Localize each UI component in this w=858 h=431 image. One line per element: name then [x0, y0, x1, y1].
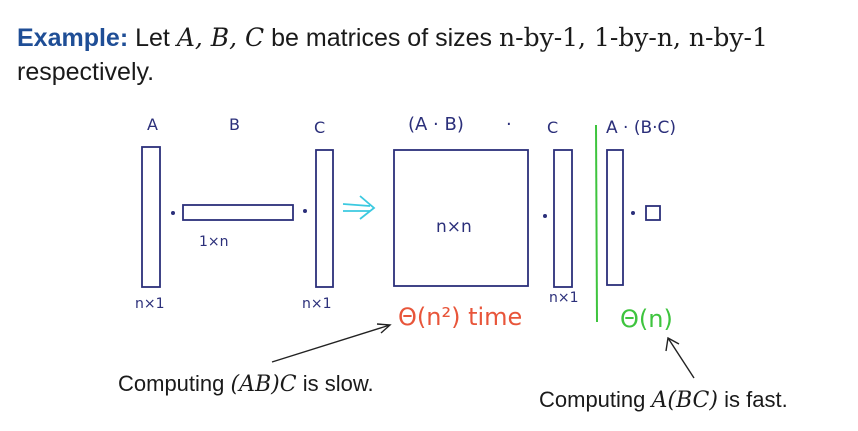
cost-fast-label: Θ(n): [620, 305, 673, 333]
matrix-a-shape: [141, 146, 161, 288]
label-matrix-b: B: [229, 115, 240, 134]
caption-slow-expression: (AB)C: [230, 372, 297, 397]
dim-label-c: n×1: [302, 296, 332, 312]
cost-slow-label: Θ(n²) time: [398, 303, 523, 331]
multiply-dot-a-bc: [631, 211, 635, 215]
implies-arrow-icon: [342, 195, 376, 220]
multiply-dot-ab: [171, 211, 175, 215]
pointer-arrow-slow-icon: [271, 323, 392, 363]
matrix-sizes: n-by-1, 1-by-n, n-by-1: [499, 23, 768, 52]
matrix-b-shape: [182, 204, 294, 221]
example-label: Example:: [17, 24, 129, 52]
dim-label-c2: n×1: [549, 290, 579, 306]
multiply-dot-bc: [303, 209, 307, 213]
example-sentence: Example: Let A, B, C be matrices of size…: [17, 23, 768, 53]
matrix-c-shape: [315, 149, 334, 288]
dim-label-square: n×n: [436, 217, 472, 237]
caption-slow-suffix: is slow.: [302, 371, 374, 396]
scalar-bc-shape: [645, 205, 661, 221]
label-a-times-bc: A · (B·C): [606, 118, 677, 138]
caption-fast-expression: A(BC): [651, 388, 718, 413]
dim-label-b: 1×n: [199, 234, 229, 250]
label-matrix-a: A: [147, 115, 158, 134]
label-outer-dot: ·: [506, 114, 512, 135]
matrices-names: A, B, C: [176, 23, 265, 52]
dim-label-a: n×1: [135, 296, 165, 312]
pointer-arrow-fast-icon: [665, 336, 695, 379]
multiply-dot-abc: [543, 214, 547, 218]
sentence-let: Let: [135, 24, 170, 52]
caption-slow: Computing (AB)C is slow.: [118, 371, 374, 397]
matrix-ab-square: [393, 149, 529, 287]
caption-slow-prefix: Computing: [118, 371, 225, 396]
caption-fast: Computing A(BC) is fast.: [539, 387, 788, 413]
matrix-a2-shape: [606, 149, 624, 286]
green-divider: [595, 124, 598, 323]
sentence-middle: be matrices of sizes: [271, 24, 493, 52]
caption-fast-prefix: Computing: [539, 387, 646, 412]
sentence-end: respectively.: [17, 58, 155, 86]
label-matrix-c2: C: [547, 118, 559, 137]
matrix-c2-shape: [553, 149, 573, 288]
label-matrix-ab: (A · B): [408, 114, 464, 135]
label-matrix-c: C: [314, 118, 326, 137]
caption-fast-suffix: is fast.: [724, 387, 788, 412]
